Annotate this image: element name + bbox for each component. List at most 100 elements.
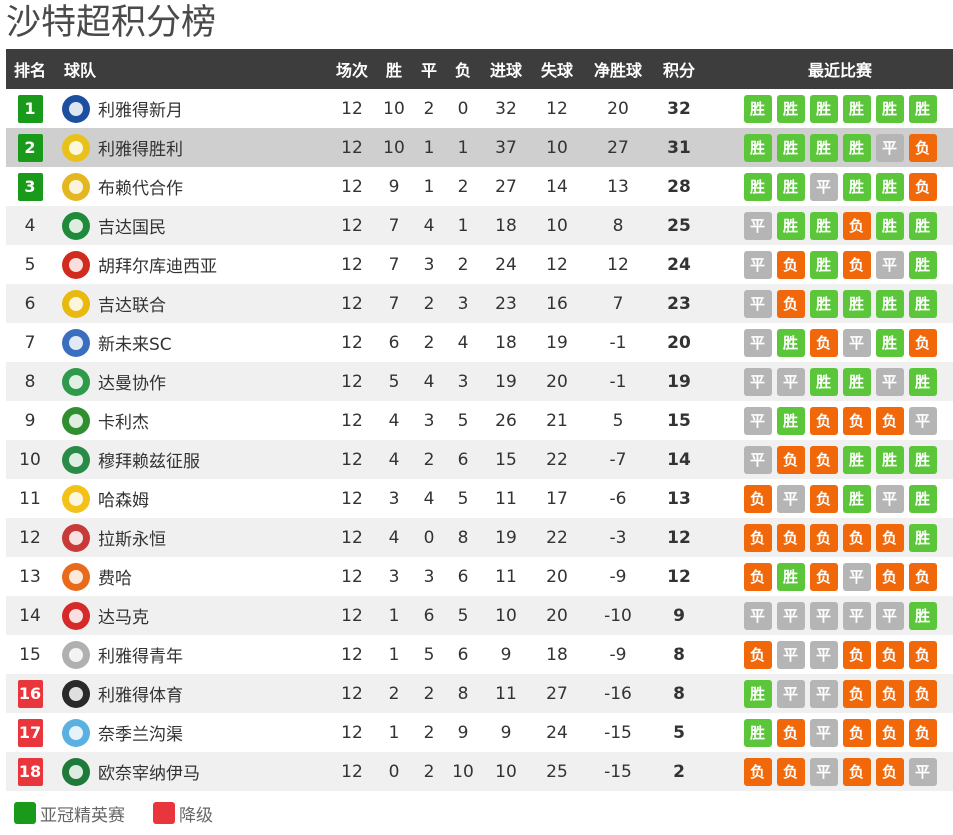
- team-name[interactable]: 欧奈宰纳伊马: [98, 764, 200, 784]
- drawn-cell: 1: [423, 176, 435, 197]
- points-cell: 12: [667, 527, 691, 548]
- team-name[interactable]: 利雅得青年: [98, 647, 183, 667]
- team-cell[interactable]: 欧奈宰纳伊马: [62, 752, 322, 791]
- team-cell[interactable]: 卡利杰: [62, 401, 322, 440]
- form-badge-loss: 负: [743, 757, 772, 786]
- team-name[interactable]: 胡拜尔库迪西亚: [98, 257, 217, 277]
- table-row[interactable]: 14 达马克 12 1 6 5 10 20 -10 9 平平平平平胜: [6, 596, 953, 635]
- team-cell[interactable]: 费哈: [62, 557, 322, 596]
- team-cell[interactable]: 吉达国民: [62, 206, 322, 245]
- goals-for-cell: 9: [500, 644, 512, 665]
- points-cell: 24: [667, 254, 691, 275]
- team-name[interactable]: 利雅得体育: [98, 686, 183, 706]
- team-cell[interactable]: 达曼协作: [62, 362, 322, 401]
- team-name[interactable]: 达马克: [98, 608, 149, 628]
- goals-for-cell: 24: [495, 254, 517, 275]
- table-row[interactable]: 5 胡拜尔库迪西亚 12 7 3 2 24 12 12 24 平负胜负平胜: [6, 245, 953, 284]
- team-name[interactable]: 布赖代合作: [98, 179, 183, 199]
- goal-difference-cell: -6: [609, 488, 627, 509]
- qualify-rank-badge: 2: [17, 133, 43, 162]
- team-name[interactable]: 穆拜赖兹征服: [98, 452, 200, 472]
- team-name[interactable]: 吉达国民: [98, 218, 166, 238]
- lost-cell: 5: [457, 410, 469, 431]
- form-badge-loss: 负: [776, 250, 805, 279]
- table-row[interactable]: 16 利雅得体育 12 2 2 8 11 27 -16 8 胜平平负负负: [6, 674, 953, 713]
- team-cell[interactable]: 新未来SC: [62, 323, 322, 362]
- legend-qualify-swatch: [14, 802, 36, 824]
- team-cell[interactable]: 利雅得体育: [62, 674, 322, 713]
- table-row[interactable]: 17 奈季兰沟渠 12 1 2 9 9 24 -15 5 胜负平负负负: [6, 713, 953, 752]
- form-badge-win: 胜: [875, 94, 904, 123]
- team-name[interactable]: 利雅得胜利: [98, 140, 183, 160]
- table-row[interactable]: 6 吉达联合 12 7 2 3 23 16 7 23 平负胜胜胜胜: [6, 284, 953, 323]
- team-cell[interactable]: 穆拜赖兹征服: [62, 440, 322, 479]
- team-name[interactable]: 利雅得新月: [98, 101, 183, 121]
- goals-against-cell: 21: [546, 410, 568, 431]
- table-row[interactable]: 9 卡利杰 12 4 3 5 26 21 5 15 平胜负负负平: [6, 401, 953, 440]
- form-badge-draw: 平: [776, 484, 805, 513]
- table-row[interactable]: 18 欧奈宰纳伊马 12 0 2 10 10 25 -15 2 负负平负负平: [6, 752, 953, 791]
- lost-cell: 9: [457, 722, 469, 743]
- form-badge-draw: 平: [743, 406, 772, 435]
- al-hilal-crest-icon: [62, 94, 90, 123]
- form-badge-loss: 负: [842, 640, 871, 669]
- table-row[interactable]: 15 利雅得青年 12 1 5 6 9 18 -9 8 负平平负负负: [6, 635, 953, 674]
- table-row[interactable]: 13 费哈 12 3 3 6 11 20 -9 12 负胜负平负负: [6, 557, 953, 596]
- table-row[interactable]: 11 哈森姆 12 3 4 5 11 17 -6 13 负平负胜平胜: [6, 479, 953, 518]
- form-badge-loss: 负: [743, 484, 772, 513]
- table-row[interactable]: 12 拉斯永恒 12 4 0 8 19 22 -3 12 负负负负负胜: [6, 518, 953, 557]
- table-row[interactable]: 2 利雅得胜利 12 10 1 1 37 10 27 31 胜胜胜胜平负: [6, 128, 953, 167]
- goals-against-cell: 20: [546, 605, 568, 626]
- team-cell[interactable]: 吉达联合: [62, 284, 322, 323]
- won-cell: 5: [388, 371, 400, 392]
- al-okhdood-crest-icon: [62, 718, 90, 747]
- goals-for-cell: 11: [495, 488, 517, 509]
- team-name[interactable]: 达曼协作: [98, 374, 166, 394]
- points-cell: 2: [673, 761, 685, 782]
- won-cell: 7: [388, 254, 400, 275]
- form-badge-win: 胜: [809, 250, 838, 279]
- rank-number: 6: [24, 293, 36, 314]
- team-cell[interactable]: 哈森姆: [62, 479, 322, 518]
- form-badge-win: 胜: [776, 133, 805, 162]
- team-cell[interactable]: 拉斯永恒: [62, 518, 322, 557]
- rank-number: 8: [24, 371, 36, 392]
- drawn-cell: 2: [423, 98, 435, 119]
- form-badge-loss: 负: [842, 406, 871, 435]
- table-row[interactable]: 4 吉达国民 12 7 4 1 18 10 8 25 平胜胜负胜胜: [6, 206, 953, 245]
- logo-emblem: [69, 101, 83, 116]
- team-name[interactable]: 拉斯永恒: [98, 530, 166, 550]
- rank-cell: 5: [6, 245, 54, 284]
- played-cell: 12: [341, 644, 363, 665]
- team-cell[interactable]: 布赖代合作: [62, 167, 322, 206]
- table-row[interactable]: 3 布赖代合作 12 9 1 2 27 14 13 28 胜胜平胜胜负: [6, 167, 953, 206]
- team-cell[interactable]: 利雅得新月: [62, 89, 322, 128]
- form-badge-win: 胜: [908, 601, 937, 630]
- team-name[interactable]: 奈季兰沟渠: [98, 725, 183, 745]
- form-badge-loss: 负: [908, 718, 937, 747]
- drawn-cell: 4: [423, 215, 435, 236]
- drawn-cell: 0: [423, 527, 435, 548]
- team-name[interactable]: 卡利杰: [98, 413, 149, 433]
- team-name[interactable]: 费哈: [98, 569, 132, 589]
- team-cell[interactable]: 奈季兰沟渠: [62, 713, 322, 752]
- team-cell[interactable]: 利雅得胜利: [62, 128, 322, 167]
- form-badge-loss: 负: [842, 250, 871, 279]
- form-badge-draw: 平: [743, 250, 772, 279]
- table-row[interactable]: 1 利雅得新月 12 10 2 0 32 12 20 32 胜胜胜胜胜胜: [6, 89, 953, 128]
- table-row[interactable]: 10 穆拜赖兹征服 12 4 2 6 15 22 -7 14 平负负胜胜胜: [6, 440, 953, 479]
- table-row[interactable]: 8 达曼协作 12 5 4 3 19 20 -1 19 平平胜胜平胜: [6, 362, 953, 401]
- team-name[interactable]: 哈森姆: [98, 491, 149, 511]
- rank-cell: 13: [6, 557, 54, 596]
- form-badge-win: 胜: [776, 328, 805, 357]
- team-cell[interactable]: 利雅得青年: [62, 635, 322, 674]
- points-cell: 20: [667, 332, 691, 353]
- rank-cell: 3: [6, 167, 54, 206]
- team-name[interactable]: 吉达联合: [98, 296, 166, 316]
- recent-form-cell: 胜胜胜胜胜胜: [740, 89, 940, 128]
- rank-cell: 9: [6, 401, 54, 440]
- team-cell[interactable]: 达马克: [62, 596, 322, 635]
- table-row[interactable]: 7 新未来SC 12 6 2 4 18 19 -1 20 平胜负平胜负: [6, 323, 953, 362]
- team-cell[interactable]: 胡拜尔库迪西亚: [62, 245, 322, 284]
- team-name[interactable]: 新未来SC: [98, 335, 172, 355]
